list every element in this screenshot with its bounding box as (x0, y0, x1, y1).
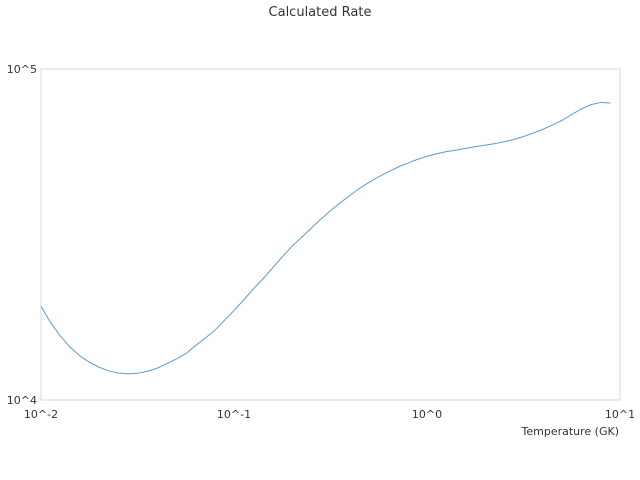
x-tick-label: 10^1 (605, 408, 635, 421)
plot-area (40, 68, 621, 401)
x-axis: 10^-2 10^-1 10^0 10^1 (24, 408, 635, 421)
x-tick-label: 10^0 (412, 408, 442, 421)
x-tick-label: 10^-2 (24, 408, 58, 421)
chart-title: Calculated Rate (269, 5, 372, 20)
x-axis-title: Temperature (GK) (521, 425, 620, 438)
y-tick-label: 10^5 (7, 63, 37, 76)
y-tick-label: 10^4 (7, 394, 37, 407)
series-line (40, 101, 611, 375)
y-axis: 10^4 10^5 (7, 63, 37, 407)
x-tick-label: 10^-1 (217, 408, 251, 421)
